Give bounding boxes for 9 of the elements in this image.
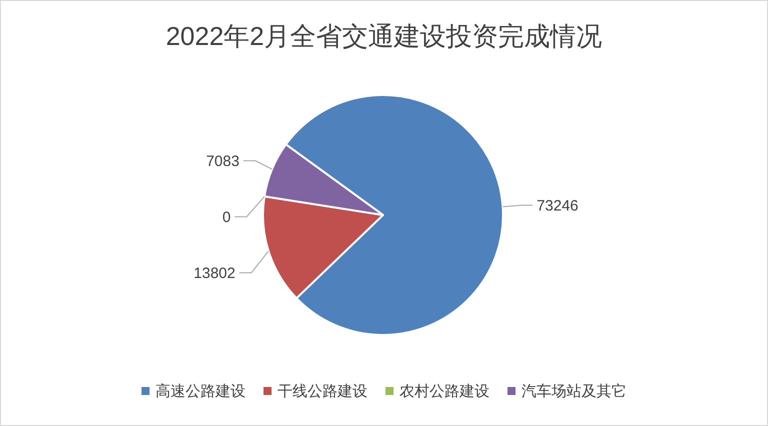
legend-label: 农村公路建设 — [400, 383, 490, 400]
legend-label: 高速公路建设 — [156, 383, 246, 400]
legend-label: 汽车场站及其它 — [522, 383, 626, 400]
data-label: 13802 — [194, 264, 236, 282]
legend-label: 干线公路建设 — [278, 383, 368, 400]
text: 0 — [222, 208, 231, 226]
chart-title: 2022年2月全省交通建设投资完成情况 — [166, 21, 602, 51]
data-label: 73246 — [536, 197, 578, 214]
data-label: 7083 — [206, 152, 240, 170]
